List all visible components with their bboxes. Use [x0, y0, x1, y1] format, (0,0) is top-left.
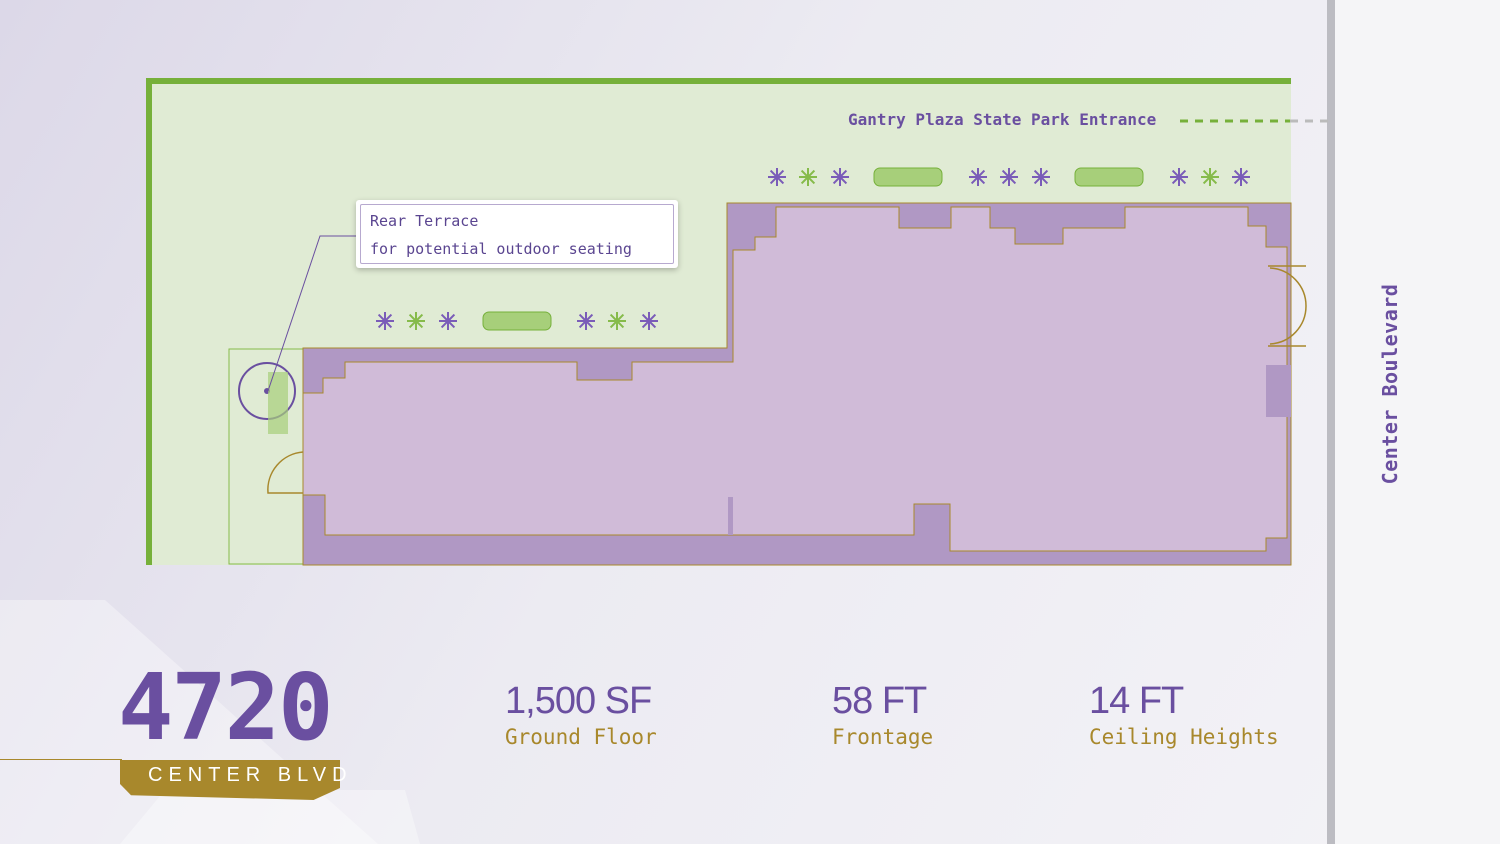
hedge-icon: [873, 167, 943, 187]
plant-icon: [1000, 168, 1018, 186]
plant-icon: [1032, 168, 1050, 186]
lawn-border: [146, 78, 1291, 565]
plant-icon: [799, 168, 817, 186]
storefront-pier: [1266, 365, 1291, 417]
park-entrance-label: Gantry Plaza State Park Entrance: [848, 110, 1157, 129]
stat-value: 1,500 SF: [505, 680, 652, 722]
stat-label: Frontage: [832, 725, 934, 749]
plant-icon: [831, 168, 849, 186]
plant-icon: [640, 312, 658, 330]
hedge-icon: [1074, 167, 1144, 187]
stat-value: 14 FT: [1089, 680, 1184, 722]
plantings: [376, 167, 1250, 331]
stat-label: Ceiling Heights: [1089, 725, 1279, 749]
interior-column: [728, 497, 733, 535]
plant-icon: [768, 168, 786, 186]
plant-icon: [407, 312, 425, 330]
address-band: [120, 760, 340, 800]
street-edge-line: [1327, 0, 1335, 844]
address-street: CENTER BLVD: [148, 764, 353, 786]
background-shard: [120, 790, 420, 844]
rear-door-swing: [267, 451, 304, 494]
street-panel: [1335, 0, 1500, 844]
stat-area: 1,500 SF Ground Floor: [505, 680, 657, 749]
plant-icon: [969, 168, 987, 186]
street-label: Center Boulevard: [1378, 283, 1402, 485]
address-rule: [0, 759, 122, 760]
hedge-icon: [482, 311, 552, 331]
stat-ceiling: 14 FT Ceiling Heights: [1089, 680, 1279, 749]
stat-frontage: 58 FT Frontage: [832, 680, 933, 749]
terrace-tree: [238, 362, 296, 420]
plant-icon: [608, 312, 626, 330]
plant-icon: [1170, 168, 1188, 186]
address-number: 4720: [118, 654, 334, 761]
plant-icon: [1201, 168, 1219, 186]
callout-subtitle: for potential outdoor seating: [370, 240, 632, 258]
plant-icon: [439, 312, 457, 330]
stat-value: 58 FT: [832, 680, 927, 722]
callout-frame: [360, 204, 674, 264]
building-floor: [302, 206, 1288, 552]
terrace-shrubs: [268, 372, 288, 434]
plant-icon: [376, 312, 394, 330]
rear-terrace-callout: Rear Terrace for potential outdoor seati…: [356, 200, 678, 268]
plant-icon: [1232, 168, 1250, 186]
stat-label: Ground Floor: [505, 725, 657, 749]
front-door-swing: [1268, 265, 1307, 347]
callout-title: Rear Terrace: [370, 212, 479, 230]
plant-icon: [577, 312, 595, 330]
callout-leader: [267, 235, 356, 392]
